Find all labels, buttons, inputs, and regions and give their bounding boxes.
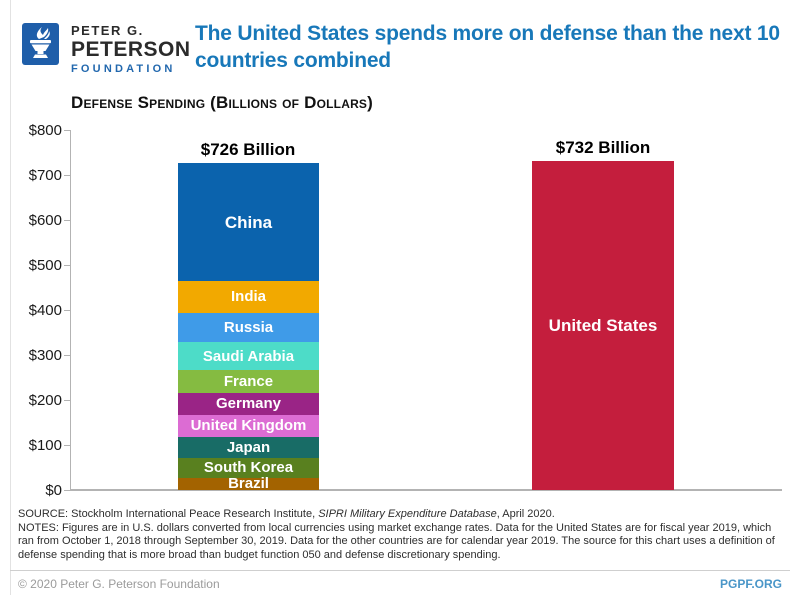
logo-line-2: PETERSON xyxy=(71,38,191,61)
source-notes: SOURCE: Stockholm International Peace Re… xyxy=(18,508,786,562)
segment-label: China xyxy=(224,212,273,232)
y-tick-label: $300 xyxy=(28,347,62,364)
bar-value-next10: $726 Billion xyxy=(200,140,296,160)
y-tick xyxy=(64,309,70,311)
segment-south-korea: South Korea xyxy=(178,458,319,478)
y-tick-label: $500 xyxy=(28,257,62,274)
torch-icon xyxy=(22,27,59,69)
pgpf-org-link[interactable]: PGPF.ORG xyxy=(719,577,782,591)
pgpf-logo xyxy=(22,23,59,65)
chart-title: Defense Spending (Billions of Dollars) xyxy=(71,93,373,112)
segment-united-kingdom: United Kingdom xyxy=(178,414,319,437)
logo-line-1: PETER G. xyxy=(71,23,144,38)
y-tick-label: $400 xyxy=(28,302,62,319)
source-line: SOURCE: Stockholm International Peace Re… xyxy=(18,508,555,520)
segment-united-states: United States xyxy=(532,160,674,490)
segment-label: South Korea xyxy=(203,459,294,477)
y-tick xyxy=(64,354,70,356)
y-tick-label: $700 xyxy=(28,167,62,184)
segment-label: United States xyxy=(548,315,658,335)
y-tick xyxy=(64,444,70,446)
segment-label: Japan xyxy=(226,438,271,456)
logo-line-3: FOUNDATION xyxy=(71,63,176,75)
segment-brazil: Brazil xyxy=(178,475,319,493)
y-tick xyxy=(64,399,70,401)
segment-saudi-arabia: Saudi Arabia xyxy=(178,342,319,371)
y-tick-label: $800 xyxy=(28,122,62,139)
segment-france: France xyxy=(178,370,319,393)
segment-label: Russia xyxy=(223,319,274,337)
segment-label: Brazil xyxy=(228,475,269,493)
segment-japan: Japan xyxy=(178,436,319,459)
page-title: The United States spends more on defense… xyxy=(195,22,780,72)
notes-line: NOTES: Figures are in U.S. dollars conve… xyxy=(18,521,775,561)
y-tick xyxy=(64,219,70,221)
y-tick xyxy=(64,489,70,491)
y-tick xyxy=(64,129,70,131)
logo-wordmark: PETER G. PETERSON FOUNDATION xyxy=(71,24,191,75)
bar-next10: China India Russia Saudi Arabia France German… xyxy=(178,163,319,493)
page-left-border xyxy=(10,0,11,595)
segment-label: Saudi Arabia xyxy=(202,347,295,365)
segment-label: United Kingdom xyxy=(190,417,307,435)
y-axis xyxy=(70,130,71,490)
bar-us: United States xyxy=(532,160,674,490)
bar-value-us: $732 Billion xyxy=(555,137,651,157)
footer-divider xyxy=(10,570,790,571)
y-tick-label: $200 xyxy=(28,392,62,409)
segment-russia: Russia xyxy=(178,312,319,343)
x-axis-baseline xyxy=(70,489,782,491)
segment-label: France xyxy=(223,372,274,390)
segment-germany: Germany xyxy=(178,392,319,415)
copyright-text: © 2020 Peter G. Peterson Foundation xyxy=(18,577,220,591)
segment-china: China xyxy=(178,163,319,281)
segment-india: India xyxy=(178,280,319,313)
y-tick-label: $0 xyxy=(45,482,62,499)
y-tick xyxy=(64,174,70,176)
y-tick-label: $600 xyxy=(28,212,62,229)
segment-label: Germany xyxy=(215,395,282,413)
y-tick xyxy=(64,264,70,266)
y-tick-label: $100 xyxy=(28,437,62,454)
segment-label: India xyxy=(230,288,266,306)
